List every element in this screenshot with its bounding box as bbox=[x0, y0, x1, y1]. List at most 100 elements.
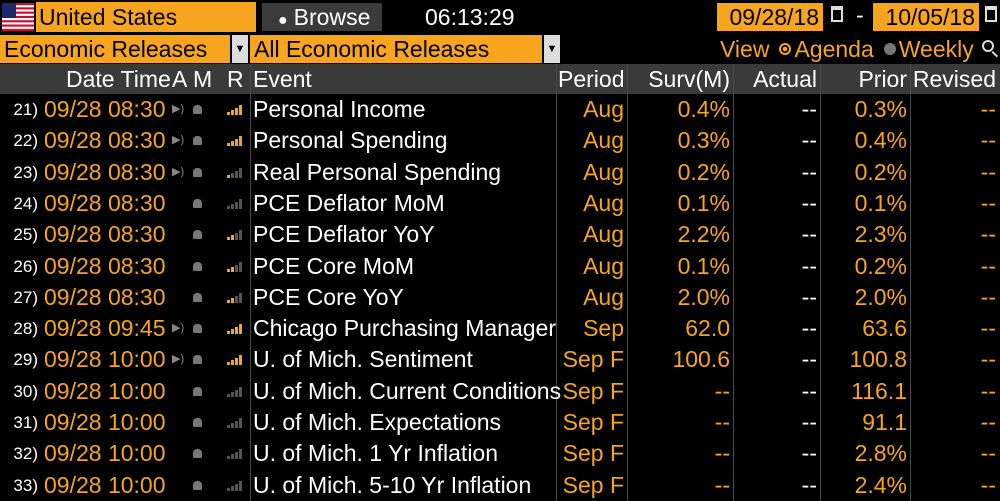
col-revised[interactable]: Revised bbox=[912, 66, 996, 92]
weekly-label[interactable]: Weekly bbox=[898, 36, 974, 62]
row-event[interactable]: U. of Mich. Sentiment bbox=[253, 346, 473, 373]
bell-icon[interactable] bbox=[193, 480, 202, 490]
row-event[interactable]: Personal Spending bbox=[253, 127, 448, 154]
table-row[interactable]: 26) 09/28 08:30 PCE Core MoM Aug 0.1% -- 0.2% -… bbox=[0, 251, 1000, 282]
row-event[interactable]: PCE Core MoM bbox=[253, 252, 415, 279]
row-actual: -- bbox=[801, 315, 817, 342]
relevance-bar bbox=[239, 136, 242, 147]
table-row[interactable]: 32) 09/28 10:00 U. of Mich. 1 Yr Inflation… bbox=[0, 438, 1000, 469]
speaker-icon[interactable]: ▶) bbox=[172, 134, 185, 147]
row-number[interactable]: 23) bbox=[13, 162, 38, 182]
bell-icon[interactable] bbox=[193, 292, 202, 302]
table-row[interactable]: 33) 09/28 10:00 U. of Mich. 5-10 Yr Inflat… bbox=[0, 470, 1000, 501]
row-event[interactable]: U. of Mich. 5-10 Yr Inflation bbox=[253, 471, 532, 498]
row-datetime: 09/28 08:30 bbox=[44, 189, 166, 216]
row-prior: 2.3% bbox=[854, 221, 907, 248]
speaker-icon[interactable]: ▶) bbox=[172, 165, 185, 178]
speaker-icon[interactable]: ▶) bbox=[172, 322, 185, 335]
chevron-down-icon[interactable]: ▼ bbox=[544, 35, 560, 63]
col-r[interactable]: R bbox=[227, 66, 244, 92]
table-row[interactable]: 22) 09/28 08:30 ▶) Personal Spending Aug 0.3%… bbox=[0, 125, 1000, 156]
row-number[interactable]: 27) bbox=[13, 287, 38, 307]
calendar-icon[interactable] bbox=[831, 6, 843, 22]
browse-button[interactable]: ● Browse bbox=[262, 3, 382, 31]
row-number[interactable]: 24) bbox=[13, 193, 38, 213]
agenda-radio[interactable] bbox=[779, 42, 792, 55]
row-prior: 2.4% bbox=[854, 471, 907, 498]
col-actual[interactable]: Actual bbox=[753, 66, 817, 92]
calendar-icon[interactable] bbox=[985, 6, 997, 22]
row-number[interactable]: 33) bbox=[13, 475, 38, 495]
table-row[interactable]: 24) 09/28 08:30 PCE Deflator MoM Aug 0.1% -- 0… bbox=[0, 188, 1000, 219]
bell-icon[interactable] bbox=[193, 230, 202, 240]
relevance-bar bbox=[235, 421, 238, 428]
table-row[interactable]: 21) 09/28 08:30 ▶) Personal Income Aug 0.4% --… bbox=[0, 94, 1000, 125]
subcategory-dropdown[interactable]: All Economic Releases bbox=[250, 35, 542, 63]
table-row[interactable]: 28) 09/28 09:45 ▶) Chicago Purchasing Manag… bbox=[0, 313, 1000, 344]
bell-icon[interactable] bbox=[193, 105, 202, 114]
grid-line bbox=[556, 64, 557, 501]
bell-icon[interactable] bbox=[193, 386, 202, 396]
row-event[interactable]: U. of Mich. 1 Yr Inflation bbox=[253, 440, 499, 467]
bell-icon[interactable] bbox=[193, 355, 202, 365]
row-number[interactable]: 26) bbox=[13, 256, 38, 276]
row-revised: -- bbox=[980, 346, 996, 373]
relevance-bar bbox=[231, 423, 234, 428]
row-number[interactable]: 31) bbox=[13, 413, 38, 432]
row-event[interactable]: PCE Deflator YoY bbox=[253, 221, 435, 248]
row-survey: 0.1% bbox=[677, 189, 730, 216]
search-icon[interactable] bbox=[982, 40, 994, 52]
row-revised: -- bbox=[980, 315, 996, 342]
chevron-down-icon[interactable]: ▼ bbox=[232, 35, 248, 63]
bell-icon[interactable] bbox=[193, 198, 202, 208]
agenda-label[interactable]: Agenda bbox=[794, 36, 874, 62]
table-row[interactable]: 27) 09/28 08:30 PCE Core YoY Aug 2.0% -- 2.0% -… bbox=[0, 282, 1000, 313]
row-number[interactable]: 29) bbox=[13, 350, 38, 370]
row-actual: -- bbox=[801, 283, 817, 310]
relevance-icon bbox=[227, 324, 243, 335]
bell-icon[interactable] bbox=[193, 167, 202, 177]
table-header: Date Time A M R Event Period Surv(M) Act… bbox=[0, 64, 1000, 94]
col-surv[interactable]: Surv(M) bbox=[648, 66, 730, 92]
table-row[interactable]: 29) 09/28 10:00 ▶) U. of Mich. Sentiment Sep… bbox=[0, 344, 1000, 375]
table-row[interactable]: 31) 09/28 10:00 U. of Mich. Expectations Se… bbox=[0, 407, 1000, 438]
category-dropdown[interactable]: Economic Releases bbox=[0, 35, 230, 63]
row-number[interactable]: 22) bbox=[13, 131, 38, 151]
bell-icon[interactable] bbox=[193, 136, 202, 146]
table-row[interactable]: 30) 09/28 10:00 U. of Mich. Current Condit… bbox=[0, 376, 1000, 407]
speaker-icon[interactable]: ▶) bbox=[172, 353, 185, 366]
row-event[interactable]: Personal Income bbox=[253, 96, 426, 122]
col-prior[interactable]: Prior bbox=[858, 66, 907, 92]
relevance-icon bbox=[227, 418, 243, 428]
row-event[interactable]: Real Personal Spending bbox=[253, 158, 502, 185]
end-date-field[interactable]: 10/05/18 bbox=[873, 3, 979, 31]
col-m[interactable]: M bbox=[193, 66, 213, 92]
start-date-field[interactable]: 09/28/18 bbox=[717, 3, 823, 31]
col-datetime[interactable]: Date Time bbox=[66, 66, 171, 92]
row-number[interactable]: 32) bbox=[13, 444, 38, 464]
col-a[interactable]: A bbox=[172, 66, 188, 92]
table-row[interactable]: 25) 09/28 08:30 PCE Deflator YoY Aug 2.2% -- 2… bbox=[0, 219, 1000, 250]
bell-icon[interactable] bbox=[193, 324, 202, 334]
table-row[interactable]: 23) 09/28 08:30 ▶) Real Personal Spending Au… bbox=[0, 157, 1000, 188]
row-number[interactable]: 28) bbox=[13, 319, 38, 339]
row-number[interactable]: 30) bbox=[13, 381, 38, 401]
row-revised: -- bbox=[980, 158, 996, 185]
col-period[interactable]: Period bbox=[558, 66, 625, 92]
row-event[interactable]: U. of Mich. Current Conditions bbox=[253, 377, 562, 404]
weekly-radio[interactable] bbox=[883, 42, 896, 55]
row-number[interactable]: 25) bbox=[13, 225, 38, 245]
relevance-icon bbox=[227, 355, 243, 366]
row-event[interactable]: PCE Core YoY bbox=[253, 283, 404, 310]
bell-icon[interactable] bbox=[193, 261, 202, 271]
speaker-icon[interactable]: ▶) bbox=[172, 103, 185, 115]
row-number[interactable]: 21) bbox=[13, 100, 38, 119]
country-selector[interactable]: United States bbox=[36, 2, 256, 32]
row-event[interactable]: U. of Mich. Expectations bbox=[253, 409, 501, 435]
bell-icon[interactable] bbox=[193, 418, 202, 427]
row-event[interactable]: Chicago Purchasing Manager bbox=[253, 315, 557, 342]
row-period: Sep bbox=[583, 315, 624, 342]
bell-icon[interactable] bbox=[193, 449, 202, 459]
col-event[interactable]: Event bbox=[253, 66, 312, 92]
row-event[interactable]: PCE Deflator MoM bbox=[253, 189, 445, 216]
